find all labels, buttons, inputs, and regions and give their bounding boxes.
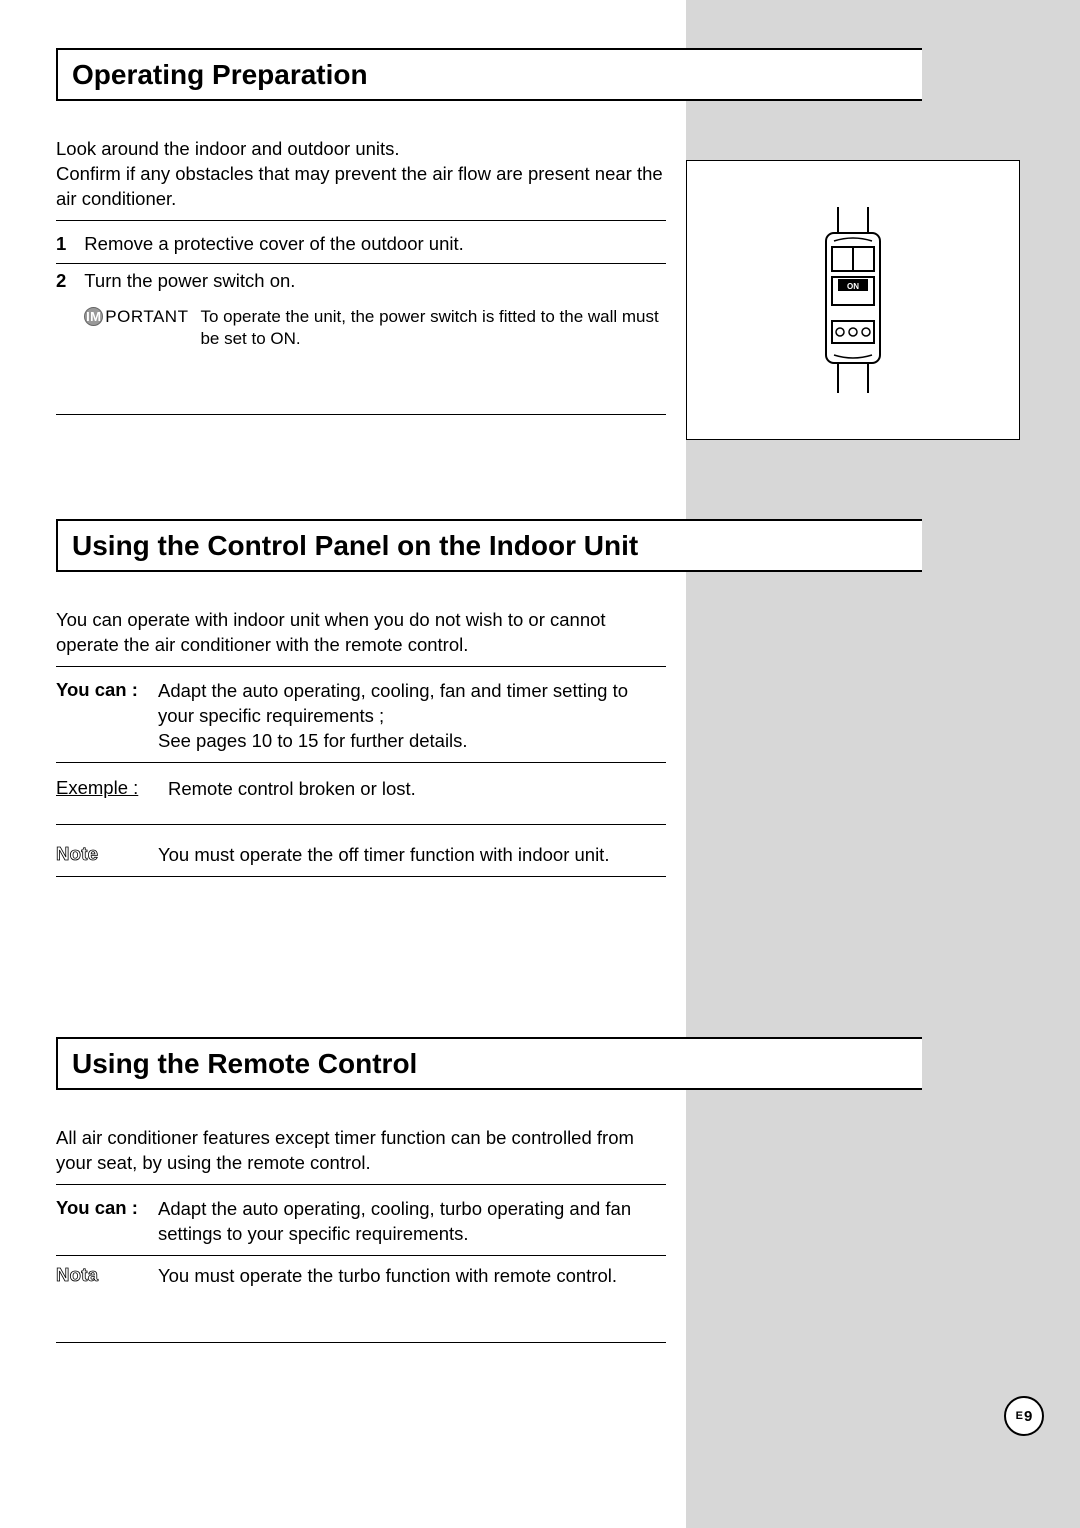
row-text: You must operate the off timer function … (158, 843, 666, 868)
important-label-text: PORTANT (105, 306, 188, 328)
row-label: Exemple : (56, 777, 156, 802)
section1-intro: Look around the indoor and outdoor units… (56, 137, 666, 221)
row-label: Note (56, 843, 146, 868)
important-text: To operate the unit, the power switch is… (200, 306, 666, 350)
section1-header: Operating Preparation (56, 48, 922, 101)
row-text: You must operate the turbo function with… (158, 1264, 666, 1289)
page-number-prefix: E (1016, 1410, 1023, 1422)
important-note: IMPORTANT To operate the unit, the power… (84, 306, 666, 350)
step-number: 2 (56, 270, 66, 350)
row-label: Nota (56, 1264, 146, 1289)
important-badge-icon: IM (84, 307, 103, 326)
section2-title: Using the Control Panel on the Indoor Un… (72, 530, 908, 562)
section2-intro: You can operate with indoor unit when yo… (56, 608, 666, 667)
on-label: ON (847, 282, 859, 291)
page-number-badge: E9 (1004, 1396, 1044, 1436)
row-label: You can : (56, 1197, 146, 1247)
kv-row: Nota You must operate the turbo function… (56, 1256, 666, 1297)
row-label: You can : (56, 679, 146, 754)
row-text: Remote control broken or lost. (168, 777, 666, 802)
kv-row: Note You must operate the off timer func… (56, 825, 666, 877)
section1-divider (56, 414, 666, 415)
manual-page: Operating Preparation Look around the in… (0, 0, 1080, 1528)
page-number: 9 (1024, 1408, 1032, 1425)
section3-title: Using the Remote Control (72, 1048, 908, 1080)
kv-row: You can : Adapt the auto operating, cool… (56, 1191, 666, 1256)
step-row: 1 Remove a protective cover of the outdo… (56, 227, 666, 264)
step-row: 2 Turn the power switch on. IMPORTANT To… (56, 264, 666, 358)
section2: Using the Control Panel on the Indoor Un… (56, 519, 922, 877)
section3-header: Using the Remote Control (56, 1037, 922, 1090)
important-label: IMPORTANT (84, 306, 188, 328)
section3-intro: All air conditioner features except time… (56, 1126, 666, 1185)
section3: Using the Remote Control All air conditi… (56, 1037, 922, 1343)
step-number: 1 (56, 233, 66, 255)
step-text: Remove a protective cover of the outdoor… (84, 233, 666, 255)
step-body: Turn the power switch on. IMPORTANT To o… (84, 270, 666, 350)
row-text: Adapt the auto operating, cooling, fan a… (158, 679, 666, 754)
kv-row: You can : Adapt the auto operating, cool… (56, 673, 666, 763)
section1-title: Operating Preparation (72, 59, 908, 91)
kv-row: Exemple : Remote control broken or lost. (56, 763, 666, 825)
section2-header: Using the Control Panel on the Indoor Un… (56, 519, 922, 572)
power-switch-illustration: ON (686, 160, 1020, 440)
step-text: Turn the power switch on. (84, 270, 666, 292)
switch-icon: ON (808, 205, 898, 395)
row-text: Adapt the auto operating, cooling, turbo… (158, 1197, 666, 1247)
section3-divider (56, 1342, 666, 1343)
